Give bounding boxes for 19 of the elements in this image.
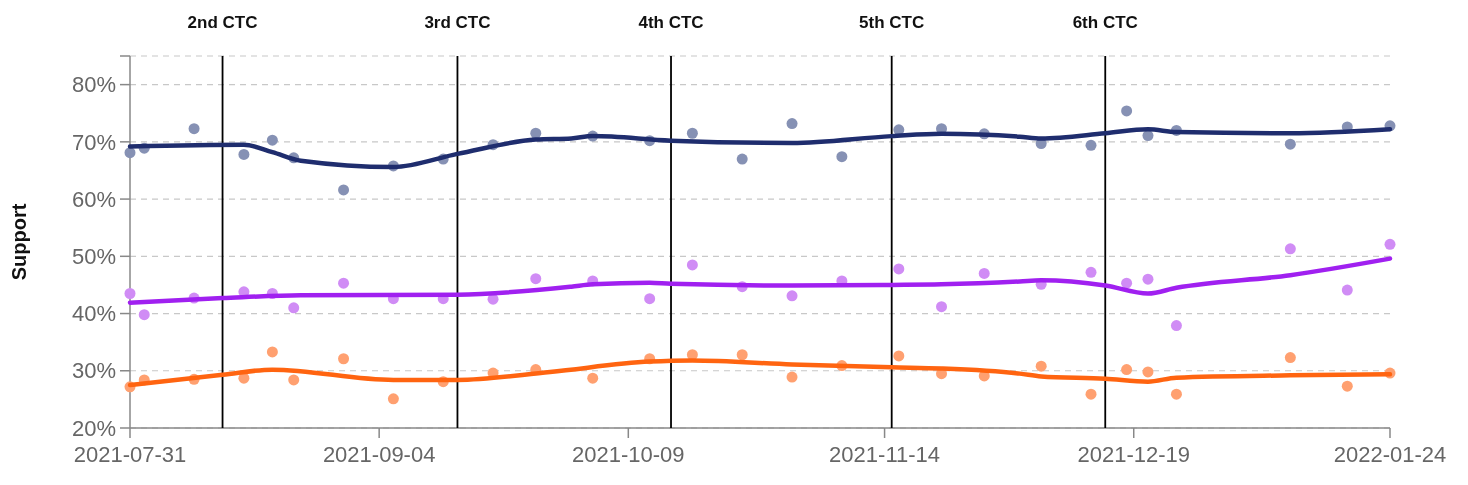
y-tick-label: 70% — [71, 129, 116, 155]
y-tick-label: 60% — [71, 186, 116, 212]
x-tick-label: 2021-10-09 — [572, 442, 685, 467]
y-axis-title: Support — [8, 203, 30, 281]
x-tick-label: 2021-07-31 — [73, 442, 187, 467]
ref-line-label: 6th CTC — [1072, 13, 1138, 32]
y-tick-label: 80% — [71, 72, 116, 98]
ref-line-label: 3rd CTC — [424, 13, 491, 32]
y-tick-label: 40% — [71, 301, 116, 327]
x-tick-label: 2022-01-24 — [1333, 442, 1447, 467]
x-tick-label: 2021-09-04 — [322, 442, 436, 467]
ref-line-label: 5th CTC — [859, 13, 925, 32]
ref-line-label: 2nd CTC — [187, 13, 258, 32]
y-tick-label: 50% — [71, 244, 116, 270]
x-tick-label: 2021-11-14 — [829, 442, 941, 467]
x-tick-label: 2021-12-19 — [1077, 442, 1190, 467]
y-tick-label: 30% — [71, 358, 116, 384]
ref-line-label: 4th CTC — [638, 13, 704, 32]
y-tick-label: 20% — [71, 415, 116, 441]
